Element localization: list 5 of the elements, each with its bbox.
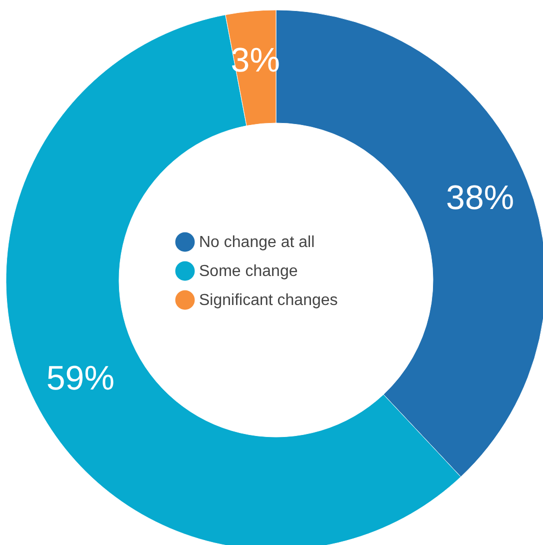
legend-label: Some change: [199, 263, 298, 280]
data-label: 38%: [446, 179, 514, 218]
legend-label: No change at all: [199, 234, 315, 251]
data-label: 59%: [46, 360, 114, 398]
legend-label: Significant changes: [199, 292, 338, 309]
